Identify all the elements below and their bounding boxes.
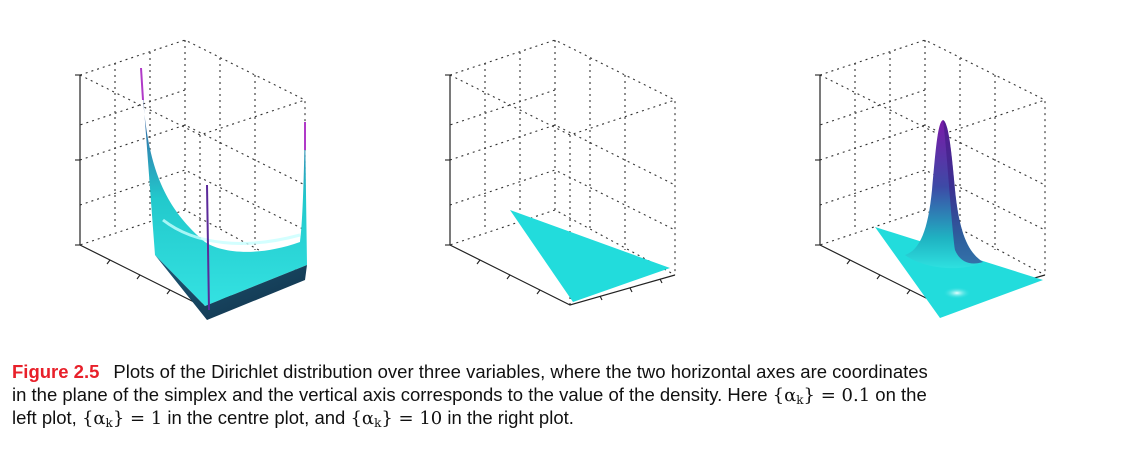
math-subscript: k: [105, 416, 113, 430]
plot-right-svg: [815, 39, 1046, 318]
math-subscript: k: [374, 416, 382, 430]
caption-text-3-start: left plot,: [12, 407, 77, 428]
dirichlet-plot-left: [55, 30, 355, 340]
dirichlet-plot-right: [795, 30, 1095, 340]
math-alpha-1: {αk} = 1: [81, 408, 163, 430]
math-set-open: {α: [81, 408, 106, 429]
figure-plots: [55, 30, 1095, 340]
axes-box-centre: [445, 39, 676, 306]
caption-text-3-end: in the right plot.: [447, 407, 574, 428]
figure-label: Figure 2.5: [12, 361, 100, 382]
math-subscript: k: [796, 393, 804, 407]
caption-text-3-mid: in the centre plot, and: [167, 407, 346, 428]
math-value: } = 1: [112, 408, 163, 429]
plot-left-svg: [75, 39, 307, 320]
math-value: } = 10: [381, 408, 443, 429]
dirichlet-plot-centre: [425, 30, 725, 340]
surface-left: [140, 67, 307, 320]
caption-text-2-tail: on the: [875, 384, 927, 405]
plot-centre-svg: [445, 39, 676, 306]
math-alpha-01: {αk} = 0.1: [772, 385, 871, 407]
surface-centre: [510, 210, 670, 302]
caption-line-2: in the plane of the simplex and the vert…: [12, 383, 927, 412]
math-alpha-10: {αk} = 10: [350, 408, 443, 430]
math-value: } = 0.1: [803, 385, 871, 406]
math-set-open: {α: [350, 408, 375, 429]
surface-right: [875, 120, 1043, 318]
caption-text-2: in the plane of the simplex and the vert…: [12, 384, 768, 405]
caption-line-1: Figure 2.5 Plots of the Dirichlet distrib…: [12, 360, 928, 383]
math-set-open: {α: [772, 385, 797, 406]
caption-text-1: Plots of the Dirichlet distribution over…: [113, 361, 928, 382]
caption-line-3: left plot, {αk} = 1 in the centre plot, …: [12, 406, 574, 435]
